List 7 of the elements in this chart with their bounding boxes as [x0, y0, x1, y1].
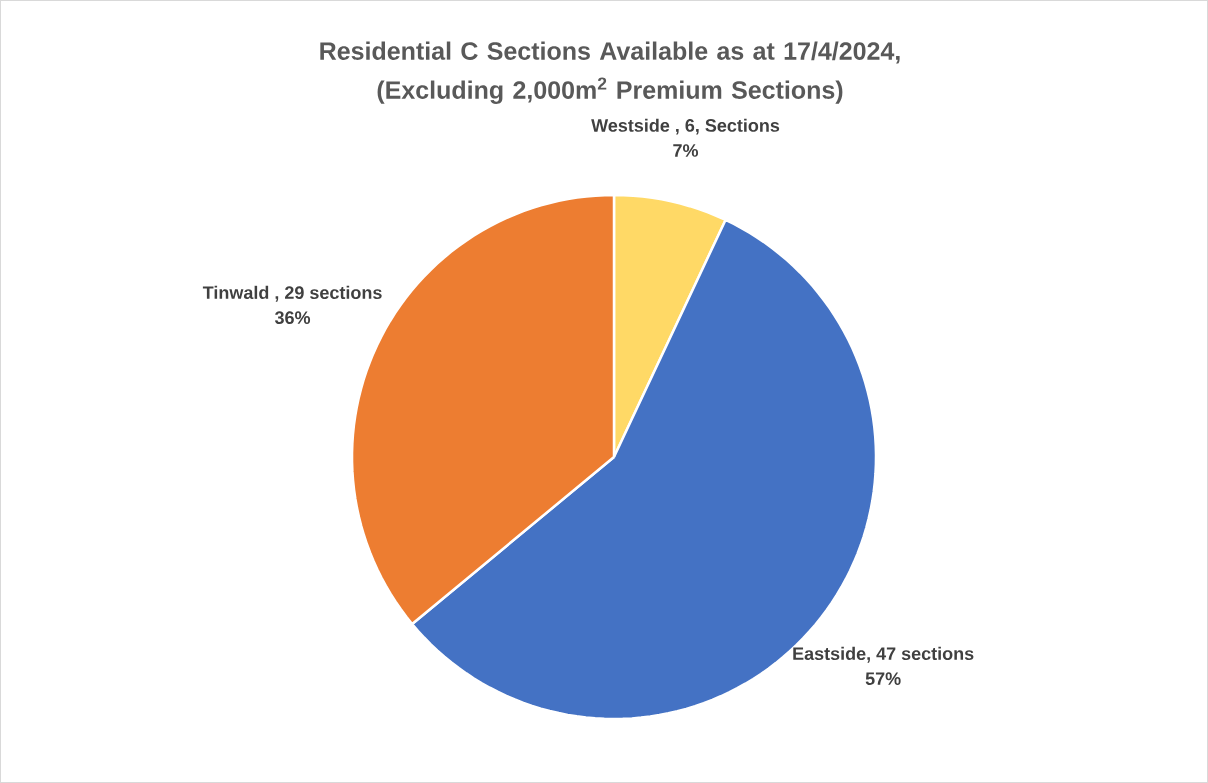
slice-label: Eastside, 47 sections: [793, 646, 974, 663]
slice-label: Tinwald , 29 sections: [202, 285, 382, 302]
chart-title: Residential C Sections Available as at 17/4/2024, (Excluding 2,000m$^{2}$ Premium Sections): [320, 41, 900, 104]
slice-label: Westside , 6, Sections: [591, 118, 780, 135]
data-label: 57%: [865, 672, 901, 686]
data-label: 7%: [673, 144, 699, 157]
data-label: 36%: [274, 311, 311, 325]
